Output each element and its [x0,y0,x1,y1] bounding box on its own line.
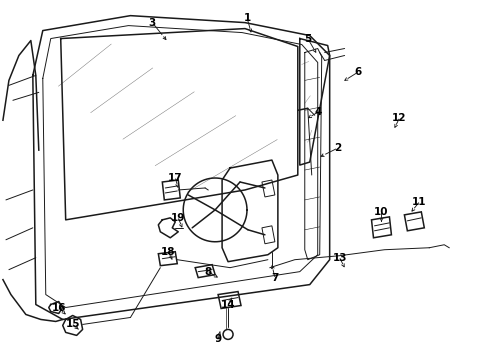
Text: 4: 4 [314,107,321,117]
Text: 13: 13 [332,253,347,263]
Text: 14: 14 [221,300,235,310]
Text: 10: 10 [374,207,389,217]
Text: 3: 3 [149,18,156,28]
Text: 6: 6 [354,67,361,77]
Text: 11: 11 [412,197,427,207]
Text: 18: 18 [161,247,175,257]
Text: 19: 19 [171,213,185,223]
Text: 12: 12 [392,113,407,123]
Text: 17: 17 [168,173,183,183]
Text: 5: 5 [304,33,311,44]
Text: 16: 16 [51,302,66,312]
Text: 15: 15 [66,319,80,329]
Text: 1: 1 [244,13,250,23]
Text: 9: 9 [215,334,221,345]
Text: 2: 2 [334,143,341,153]
Text: 8: 8 [204,267,212,276]
Text: 7: 7 [271,273,279,283]
